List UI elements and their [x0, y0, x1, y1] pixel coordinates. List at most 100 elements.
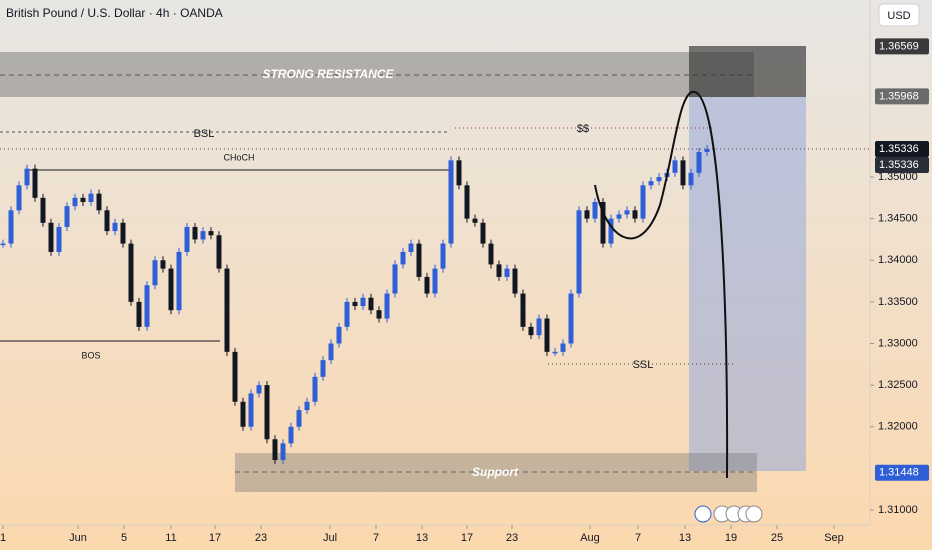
- candle-body: [480, 222, 486, 244]
- candle-body: [464, 185, 470, 219]
- candle-body: [16, 185, 22, 211]
- candle-body: [408, 243, 414, 252]
- x-tick-label: 11: [165, 532, 176, 544]
- candle-body: [344, 301, 350, 327]
- bsl-label: BSL: [194, 128, 215, 140]
- price-tag: 1.36569: [879, 40, 919, 52]
- candle-body: [656, 176, 662, 182]
- bos-label: BOS: [81, 350, 100, 360]
- currency-button[interactable]: [878, 3, 920, 27]
- candle-body: [32, 168, 38, 198]
- liquidity-label: $$: [577, 123, 589, 135]
- candle-body: [584, 210, 590, 219]
- x-tick-label: 5: [121, 532, 127, 544]
- candle-body: [456, 160, 462, 186]
- x-tick-label: 17: [209, 532, 221, 544]
- x-tick-label: 7: [373, 532, 379, 544]
- candle-body: [168, 268, 174, 311]
- candle-body: [648, 181, 654, 186]
- candle-body: [8, 210, 14, 244]
- candle-body: [176, 251, 182, 311]
- candle-body: [496, 264, 502, 277]
- target-zone: [689, 97, 806, 471]
- y-tick-label: 1.35000: [878, 171, 918, 183]
- candle-body: [336, 326, 342, 344]
- candle-body: [424, 276, 430, 294]
- x-tick-label: Sep: [824, 532, 844, 544]
- candle-body: [672, 160, 678, 173]
- candle-body: [232, 351, 238, 402]
- candle-body: [112, 222, 118, 232]
- candle-body: [600, 201, 606, 244]
- candle-body: [448, 160, 454, 244]
- price-tag: 1.31448: [879, 467, 919, 479]
- candle-body: [192, 226, 198, 240]
- x-tick-label: Aug: [580, 532, 600, 544]
- ssl-label: SSL: [633, 359, 654, 371]
- x-tick-label: 1: [0, 532, 6, 544]
- candle-body: [248, 393, 254, 427]
- candle-body: [224, 268, 230, 352]
- candle-body: [216, 235, 222, 269]
- candle-body: [568, 293, 574, 344]
- candle-body: [608, 218, 614, 244]
- y-tick-label: 1.31000: [878, 504, 918, 516]
- candle-body: [320, 360, 326, 377]
- x-tick-label: 13: [679, 532, 691, 544]
- candle-body: [576, 210, 582, 294]
- symbol-title: British Pound / U.S. Dollar · 4h · OANDA: [6, 6, 223, 20]
- candle-body: [0, 243, 6, 246]
- candle-body: [544, 318, 550, 352]
- projection-curve: [594, 90, 729, 479]
- x-tick-label: 23: [255, 532, 267, 544]
- candle-body: [144, 285, 150, 327]
- candle-body: [40, 197, 46, 223]
- candle-body: [512, 268, 518, 294]
- x-tick-label: 19: [725, 532, 737, 544]
- candle-body: [128, 243, 134, 302]
- event-icons: [694, 505, 763, 523]
- price-tag-box: [875, 38, 929, 55]
- resistance-label: STRONG RESISTANCE: [262, 67, 394, 81]
- candle-body: [400, 251, 406, 265]
- candle-body: [208, 231, 214, 236]
- candle-body: [520, 293, 526, 327]
- candle-body: [288, 426, 294, 444]
- x-tick-label: 25: [771, 532, 783, 544]
- price-tag: 1.35968: [879, 90, 919, 102]
- candle-body: [632, 210, 638, 219]
- price-tag: 1.35336: [879, 159, 919, 171]
- price-tag-box: [875, 88, 929, 105]
- candle-body: [312, 376, 318, 402]
- y-tick-label: 1.33500: [878, 296, 918, 308]
- candle-body: [48, 222, 54, 252]
- candle-body: [592, 201, 598, 219]
- candle-body: [536, 318, 542, 336]
- support-label: Support: [472, 465, 519, 479]
- candle-body: [272, 439, 278, 461]
- candle-body: [376, 310, 382, 319]
- currency-label[interactable]: USD: [887, 10, 910, 22]
- candle-body: [384, 293, 390, 319]
- candle-body: [504, 268, 510, 277]
- candle-body: [256, 385, 262, 394]
- candles: [0, 145, 710, 465]
- y-tick-label: 1.33000: [878, 337, 918, 349]
- candle-body: [624, 210, 630, 215]
- candle-body: [368, 297, 374, 311]
- event-icon[interactable]: [745, 505, 763, 523]
- price-tag-box: [875, 157, 929, 174]
- event-icon[interactable]: [694, 505, 712, 523]
- candle-body: [136, 301, 142, 327]
- candle-body: [640, 185, 646, 219]
- candle-body: [704, 149, 710, 153]
- x-tick-label: 17: [461, 532, 473, 544]
- candle-body: [96, 193, 102, 211]
- candle-body: [24, 168, 30, 186]
- x-tick-label: Jun: [69, 532, 87, 544]
- candle-body: [88, 193, 94, 202]
- x-tick-label: 13: [416, 532, 428, 544]
- choch-label: CHoCH: [223, 152, 254, 162]
